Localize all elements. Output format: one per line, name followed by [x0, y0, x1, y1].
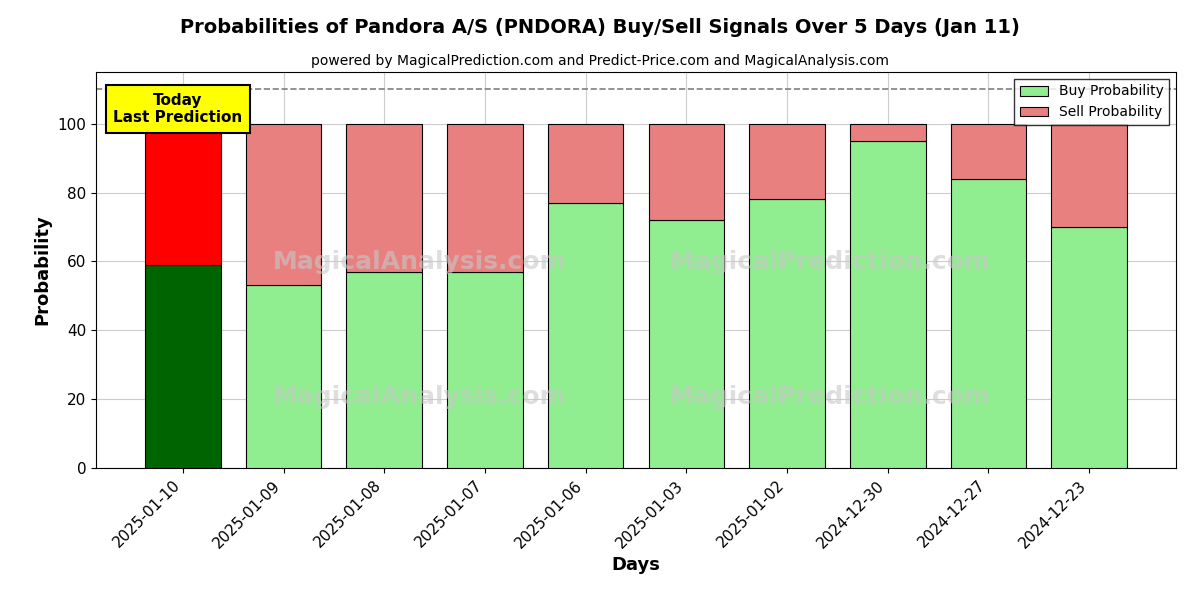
Bar [648, 220, 724, 468]
Bar [749, 199, 824, 468]
Bar [246, 286, 322, 468]
Bar [246, 124, 322, 286]
Bar [448, 272, 523, 468]
Bar [548, 203, 624, 468]
Bar [850, 141, 925, 468]
Text: Today
Last Prediction: Today Last Prediction [113, 92, 242, 125]
Text: MagicalAnalysis.com: MagicalAnalysis.com [274, 250, 566, 274]
Bar [950, 124, 1026, 179]
Text: MagicalPrediction.com: MagicalPrediction.com [670, 385, 991, 409]
Bar [145, 124, 221, 265]
Text: MagicalAnalysis.com: MagicalAnalysis.com [274, 385, 566, 409]
Legend: Buy Probability, Sell Probability: Buy Probability, Sell Probability [1014, 79, 1169, 125]
Bar [1051, 227, 1127, 468]
Y-axis label: Probability: Probability [34, 215, 52, 325]
Bar [1051, 124, 1127, 227]
Bar [749, 124, 824, 199]
X-axis label: Days: Days [612, 556, 660, 574]
Bar [548, 124, 624, 203]
Bar [950, 179, 1026, 468]
Bar [347, 272, 422, 468]
Text: Probabilities of Pandora A/S (PNDORA) Buy/Sell Signals Over 5 Days (Jan 11): Probabilities of Pandora A/S (PNDORA) Bu… [180, 18, 1020, 37]
Text: MagicalPrediction.com: MagicalPrediction.com [670, 250, 991, 274]
Bar [347, 124, 422, 272]
Bar [448, 124, 523, 272]
Bar [648, 124, 724, 220]
Text: powered by MagicalPrediction.com and Predict-Price.com and MagicalAnalysis.com: powered by MagicalPrediction.com and Pre… [311, 54, 889, 68]
Bar [850, 124, 925, 141]
Bar [145, 265, 221, 468]
